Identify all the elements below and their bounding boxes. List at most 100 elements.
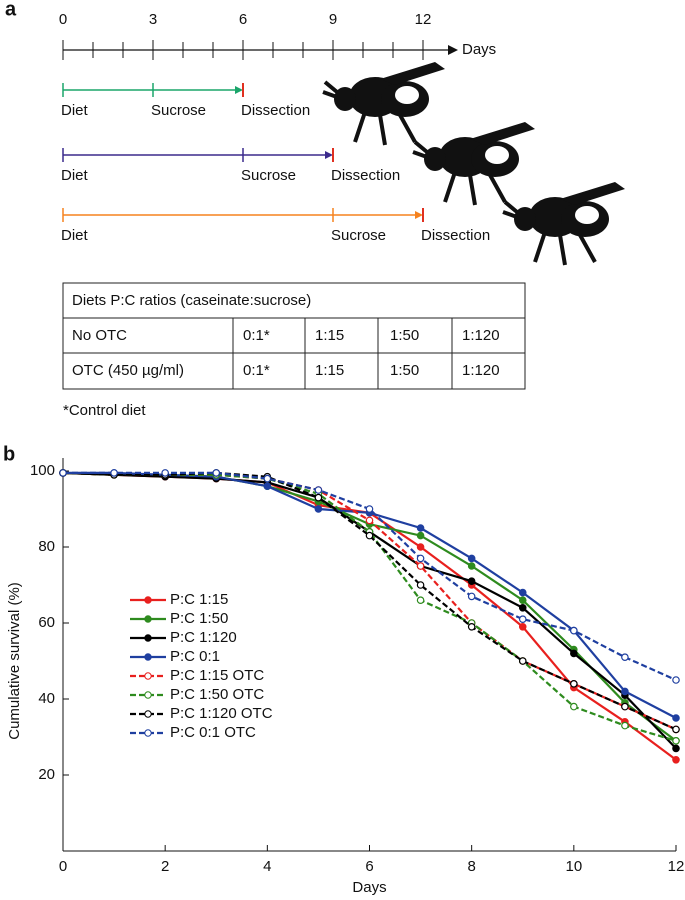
tick-label: 6 (239, 11, 247, 28)
data-point (263, 474, 272, 483)
data-point (467, 592, 476, 601)
data-point (467, 562, 476, 570)
legend-label: P:C 1:50 OTC (170, 686, 264, 703)
x-tick-label: 8 (467, 858, 475, 875)
legend-marker (144, 653, 152, 661)
legend-label: P:C 0:1 (170, 648, 220, 665)
table-cell: OTC (450 µg/ml) (72, 362, 184, 379)
y-tick-label: 100 (30, 462, 55, 479)
data-point (518, 603, 527, 612)
panel-label: b (3, 443, 15, 465)
y-axis-label: Cumulative survival (%) (6, 582, 23, 740)
data-point (314, 505, 323, 513)
data-point (672, 714, 680, 722)
table-cell: 1:50 (390, 362, 419, 379)
legend-label: P:C 1:50 (170, 610, 228, 627)
tick-label: 0 (59, 11, 67, 28)
footnote: *Control diet (63, 402, 146, 419)
table-cell: 0:1* (243, 327, 270, 344)
table-header: Diets P:C ratios (caseinate:sucrose) (72, 292, 311, 309)
data-point (416, 581, 425, 589)
data-point (621, 653, 629, 662)
data-point (570, 702, 578, 711)
arrow-head (415, 211, 423, 219)
data-point (416, 596, 425, 605)
table-cell: 1:15 (315, 362, 344, 379)
panel-label: a (5, 0, 17, 20)
data-point (365, 516, 374, 525)
data-point (518, 588, 527, 597)
data-point (672, 676, 680, 684)
y-tick-label: 20 (38, 766, 55, 783)
data-point (365, 505, 374, 513)
data-point (161, 469, 169, 477)
arrow-head (325, 151, 333, 159)
dissection-label: Dissection (241, 102, 310, 119)
data-point (416, 562, 425, 570)
data-point (416, 554, 425, 563)
table-cell: 1:50 (390, 327, 419, 344)
legend-marker (144, 596, 152, 604)
x-tick-label: 2 (161, 858, 169, 875)
data-point (570, 649, 578, 658)
table-cell: 1:120 (462, 362, 500, 379)
data-point (314, 486, 323, 494)
table-cell: No OTC (72, 327, 127, 344)
data-point (263, 482, 272, 491)
legend-marker (144, 729, 152, 737)
data-point (467, 577, 476, 586)
x-tick-label: 12 (668, 858, 685, 875)
diet-label: Diet (61, 102, 89, 119)
y-tick-label: 80 (38, 538, 55, 555)
data-point (570, 626, 578, 635)
sucrose-label: Sucrose (151, 102, 206, 119)
table-cell: 1:120 (462, 327, 500, 344)
data-point (518, 657, 527, 665)
data-point (365, 531, 374, 540)
x-axis-label: Days (352, 879, 386, 896)
bee-icon (321, 60, 447, 147)
tick-label: 3 (149, 11, 157, 28)
data-point (314, 493, 323, 502)
data-point (672, 736, 680, 745)
tick-label: 12 (415, 11, 432, 28)
data-point (212, 469, 221, 477)
data-point (621, 702, 629, 711)
data-point (110, 469, 118, 477)
data-point (672, 744, 680, 753)
y-tick-label: 40 (38, 690, 55, 707)
legend-label: P:C 1:15 (170, 591, 228, 608)
legend-marker (144, 672, 152, 680)
x-tick-label: 6 (365, 858, 373, 875)
legend-marker (144, 615, 152, 623)
legend-label: P:C 1:120 OTC (170, 705, 273, 722)
axis-label: Days (462, 41, 496, 58)
data-point (518, 615, 527, 624)
arrow-head (448, 45, 458, 55)
x-tick-label: 4 (263, 858, 271, 875)
legend-marker (144, 691, 152, 699)
data-point (621, 687, 629, 696)
data-point (672, 725, 680, 734)
data-point (518, 596, 527, 605)
dissection-label: Dissection (331, 167, 400, 184)
diet-label: Diet (61, 227, 89, 244)
legend-label: P:C 1:15 OTC (170, 667, 264, 684)
data-point (518, 622, 527, 631)
data-point (416, 524, 425, 532)
bee-icon (411, 120, 537, 207)
data-point (467, 622, 476, 631)
table-cell: 1:15 (315, 327, 344, 344)
legend-marker (144, 710, 152, 718)
data-point (672, 755, 680, 764)
diet-label: Diet (61, 167, 89, 184)
table-cell: 0:1* (243, 362, 270, 379)
tick-label: 9 (329, 11, 337, 28)
data-point (570, 679, 578, 688)
bee-icon (501, 180, 627, 267)
x-tick-label: 0 (59, 858, 67, 875)
dissection-label: Dissection (421, 227, 490, 244)
data-point (59, 469, 67, 477)
